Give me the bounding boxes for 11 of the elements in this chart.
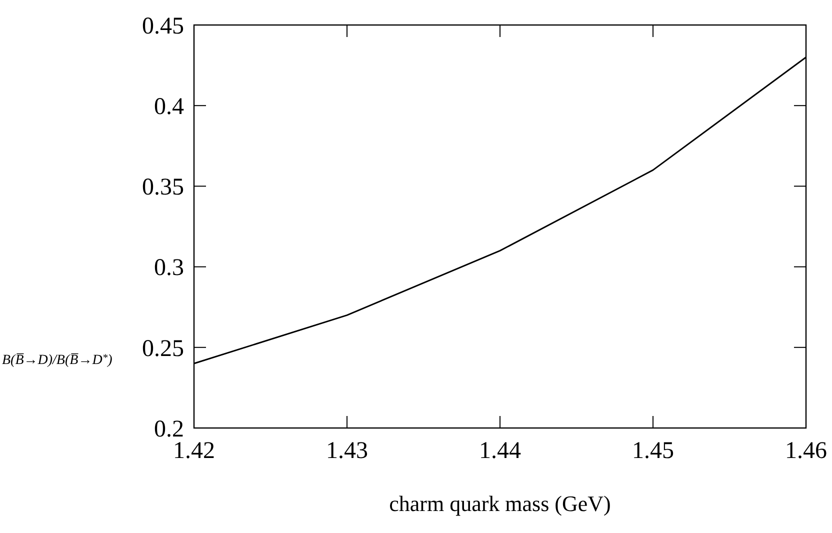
y-tick-label: 0.3 bbox=[154, 255, 184, 282]
y-tick-label: 0.25 bbox=[142, 336, 184, 362]
x-axis-title: charm quark mass (GeV) bbox=[389, 491, 611, 516]
y-axis-title: B(B̅→D)/B(B̅→D$^{*}$) bbox=[2, 352, 113, 368]
y-tick-label: 0.35 bbox=[142, 174, 184, 201]
y-tick-label: 0.45 bbox=[142, 13, 184, 40]
x-tick-label: 1.45 bbox=[632, 438, 674, 464]
x-tick-label: 1.46 bbox=[785, 438, 827, 464]
y-tick-label: 0.4 bbox=[154, 94, 184, 120]
x-tick-label: 1.44 bbox=[479, 438, 521, 464]
x-tick-label: 1.43 bbox=[326, 438, 368, 464]
